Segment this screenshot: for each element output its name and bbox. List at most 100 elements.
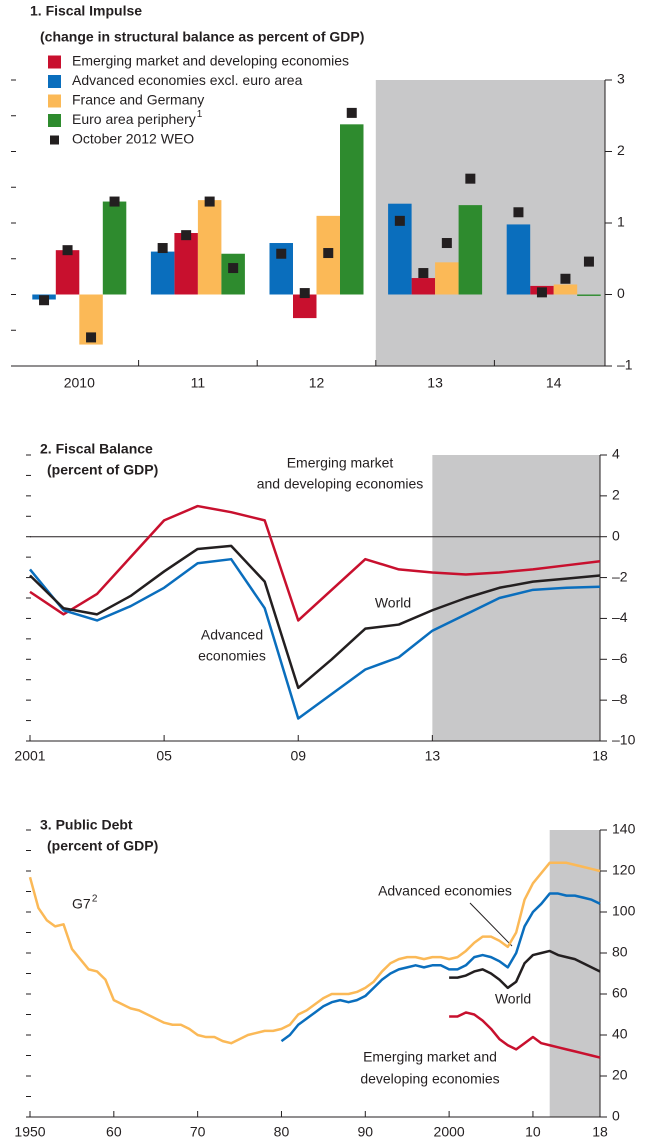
y-tick-label: 60 [612,985,628,1001]
x-tick-label: 18 [592,1124,608,1140]
bar [458,205,483,295]
bar [102,201,127,295]
x-tick-label: 11 [191,375,206,391]
series-label: and developing economies [257,476,424,492]
projection-shade [549,830,600,1117]
weo-marker [276,248,287,259]
series-label: G7 [72,896,91,912]
x-tick-label: 05 [156,748,172,764]
series-label: Advanced [201,627,263,643]
legend-label: October 2012 WEO [72,131,194,147]
series-label: Emerging market [287,455,394,471]
weo-marker [418,268,429,279]
series-line [449,949,601,990]
y-tick-label: –6 [612,650,628,666]
bar [221,253,245,295]
bar [269,243,293,295]
x-tick-label: 1950 [14,1124,45,1140]
y-tick-label: –10 [612,732,636,748]
weo-marker [157,243,168,254]
legend-swatch [48,75,61,88]
y-tick-label: 0 [617,285,625,301]
legend-swatch [48,55,61,69]
legend-swatch [48,114,61,127]
weo-marker [86,332,97,343]
x-tick-label: 18 [592,748,608,764]
weo-marker [39,295,50,306]
series-label: economies [198,648,266,664]
weo-marker [346,107,357,118]
y-tick-label: 0 [612,527,620,543]
weo-marker [536,287,547,298]
weo-marker [181,230,192,241]
bar [293,294,317,319]
weo-marker [583,256,594,267]
x-tick-label: 60 [106,1124,122,1140]
chart-title: 2. Fiscal Balance [40,441,153,457]
y-tick-label: 40 [612,1026,628,1042]
legend-label: France and Germany [72,92,204,108]
bar [197,200,222,295]
footnote-mark: 1 [197,109,203,120]
series-line [29,544,601,690]
x-tick-label: 13 [427,375,443,391]
weo-marker [323,248,334,259]
weo-marker [62,245,73,256]
bar [340,124,364,295]
weo-marker [441,238,452,249]
legend-label: Advanced economies excl. euro area [72,72,303,88]
projection-shade [375,80,605,366]
bar [150,251,175,295]
weo-marker [109,196,120,207]
series-label: Advanced economies [378,883,512,899]
y-tick-label: –4 [612,609,628,625]
y-tick-label: 120 [612,862,636,878]
leader-line [469,902,513,947]
y-tick-label: 140 [612,821,636,837]
projection-shade [432,455,600,741]
series-line [29,504,601,622]
y-tick-label: 2 [612,487,620,503]
weo-marker [228,263,239,274]
legend-label: Euro area periphery [72,111,196,127]
x-tick-label: 80 [274,1124,290,1140]
legend-swatch [50,135,59,145]
x-tick-label: 2001 [14,748,45,764]
series-label: World [495,991,531,1007]
bar [174,233,198,295]
weo-marker [465,173,476,184]
x-tick-label: 10 [525,1124,541,1140]
bar [411,278,436,295]
x-tick-label: 2000 [434,1124,465,1140]
series-line [29,557,601,720]
series-label: Emerging market and [363,1049,497,1065]
y-tick-label: 3 [617,71,625,87]
chart-subtitle: (percent of GDP) [47,838,158,854]
chart-subtitle: (percent of GDP) [47,462,158,478]
x-tick-label: 2010 [64,375,95,391]
x-tick-label: 70 [190,1124,206,1140]
y-tick-label: 4 [612,446,620,462]
series-line [280,892,601,1043]
y-tick-label: 20 [612,1067,628,1083]
footnote-mark: 2 [92,894,98,905]
x-tick-label: 13 [425,748,441,764]
bar [388,203,412,295]
bar [435,262,459,295]
x-tick-label: 12 [309,375,325,391]
series-line [28,861,601,1045]
legend-swatch [48,94,61,108]
y-tick-label: –8 [612,691,628,707]
chart-subtitle: (change in structural balance as percent… [40,29,364,45]
weo-marker [299,288,310,299]
x-tick-label: 90 [358,1124,374,1140]
bar [553,284,578,295]
x-tick-label: 09 [290,748,306,764]
weo-marker [513,207,524,218]
weo-marker [560,273,571,284]
series-label: World [375,595,411,611]
bar [55,250,80,295]
weo-marker [204,196,215,207]
